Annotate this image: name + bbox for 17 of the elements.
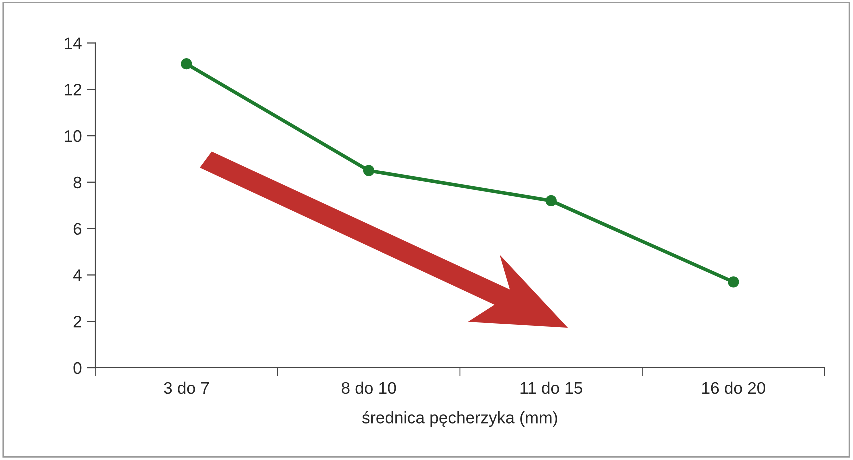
x-axis-title: średnica pęcherzyka (mm) (362, 411, 558, 428)
x-tick-label: 3 do 7 (164, 382, 210, 394)
y-tick-label: 2 (74, 316, 82, 328)
y-tick-label: 4 (73, 270, 82, 282)
point (728, 276, 740, 288)
y-tick-label: 14 (65, 38, 82, 50)
x-tick-label: 11 do 15 (520, 382, 582, 394)
y-tick-label: 12 (65, 84, 82, 96)
x-tick-label: 16 do 20 (702, 382, 766, 394)
y-tick-label: 10 (65, 130, 82, 142)
point (546, 195, 557, 207)
point (181, 58, 192, 70)
y-tick-label: 0 (74, 362, 82, 374)
y-tick-label: 6 (74, 223, 82, 236)
y-tick-label: 8 (74, 176, 82, 189)
x-tick-label: 8 do 10 (342, 382, 396, 394)
point (363, 165, 375, 176)
